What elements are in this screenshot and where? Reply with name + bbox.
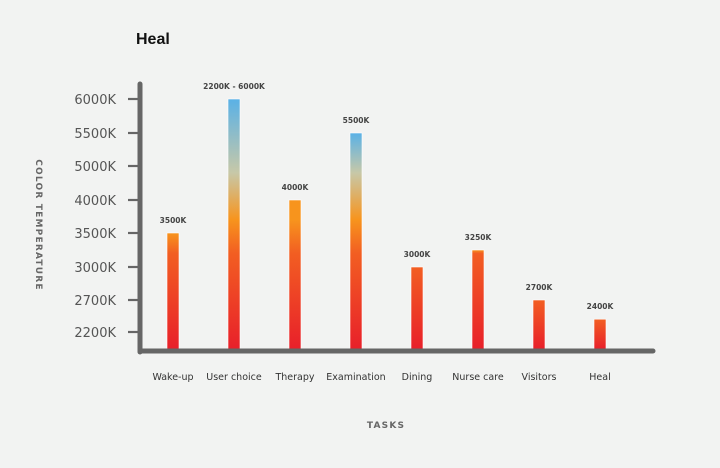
bar-user-choice — [227, 98, 241, 350]
y-tick-label: 3000K — [74, 261, 116, 276]
y-tick-label: 5000K — [74, 160, 116, 175]
bar-nurse-care — [471, 249, 485, 350]
bar-dining — [410, 266, 424, 350]
data-label: 3000K — [404, 250, 432, 259]
bar-therapy — [288, 199, 302, 350]
x-tick-label: Dining — [402, 372, 433, 383]
x-tick-label: Heal — [589, 372, 610, 383]
data-label: 2700K — [526, 283, 554, 292]
bars — [166, 98, 607, 350]
x-axis-ticks: Wake-up User choice Therapy Examination Dini… — [152, 372, 610, 383]
x-tick-label: Nurse care — [452, 372, 504, 383]
x-tick-label: Wake-up — [152, 372, 193, 383]
bar-visitors — [532, 299, 546, 350]
y-axis-ticks: 2200K 2700K 3000K 3500K 4000K 5000K 5500K 6000K — [74, 93, 141, 341]
y-tick-label: 2700K — [74, 294, 116, 309]
data-label: 5500K — [343, 116, 371, 125]
data-label: 4000K — [282, 183, 310, 192]
x-axis-label: TASKS — [367, 421, 405, 431]
data-label: 3500K — [160, 216, 188, 225]
bar-examination — [349, 132, 363, 350]
chart-title: Heal — [136, 31, 170, 48]
x-tick-label: Visitors — [522, 372, 557, 383]
y-tick-label: 6000K — [74, 93, 116, 108]
y-tick-label: 3500K — [74, 227, 116, 242]
bar-wake-up — [166, 232, 180, 350]
data-label: 3250K — [465, 233, 493, 242]
x-tick-label: Examination — [326, 372, 385, 383]
x-tick-label: Therapy — [274, 372, 314, 383]
y-axis-label: COLOR TEMPERATURE — [33, 159, 43, 291]
x-tick-label: User choice — [206, 372, 262, 383]
y-tick-label: 5500K — [74, 127, 116, 142]
y-tick-label: 2200K — [74, 326, 116, 341]
bar-heal — [593, 318, 607, 350]
data-label: 2200K - 6000K — [203, 82, 266, 91]
y-tick-label: 4000K — [74, 194, 116, 209]
data-label: 2400K — [587, 302, 615, 311]
data-labels: 3500K 2200K - 6000K 4000K 5500K 3000K 3250K 27… — [160, 82, 615, 311]
